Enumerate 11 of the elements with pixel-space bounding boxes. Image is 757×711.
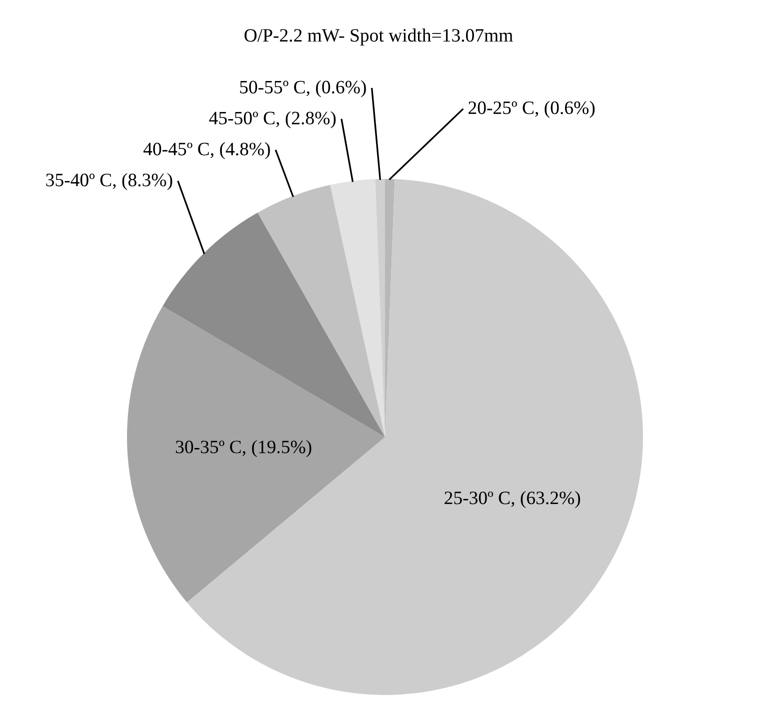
slice-label: 20-25º C, (0.6%) [468, 100, 595, 118]
slice-label: 40-45º C, (4.8%) [143, 142, 270, 160]
pie-slice [162, 212, 385, 437]
slice-label: 35-40º C, (8.3%) [46, 173, 172, 190]
slice-label: 45-50º C, (2.8%) [209, 111, 336, 128]
slice-label: 50-55º C, (0.6%) [240, 80, 366, 98]
chart-title: O/P-2.2 mW- Spot width=13.07mm [244, 28, 513, 46]
pie-slice [127, 306, 385, 602]
pie-slice [330, 179, 385, 437]
slice-label: 25-30º C, (63.2%) [444, 491, 580, 508]
slice-label: 30-35º C, (19.5%) [176, 440, 312, 458]
